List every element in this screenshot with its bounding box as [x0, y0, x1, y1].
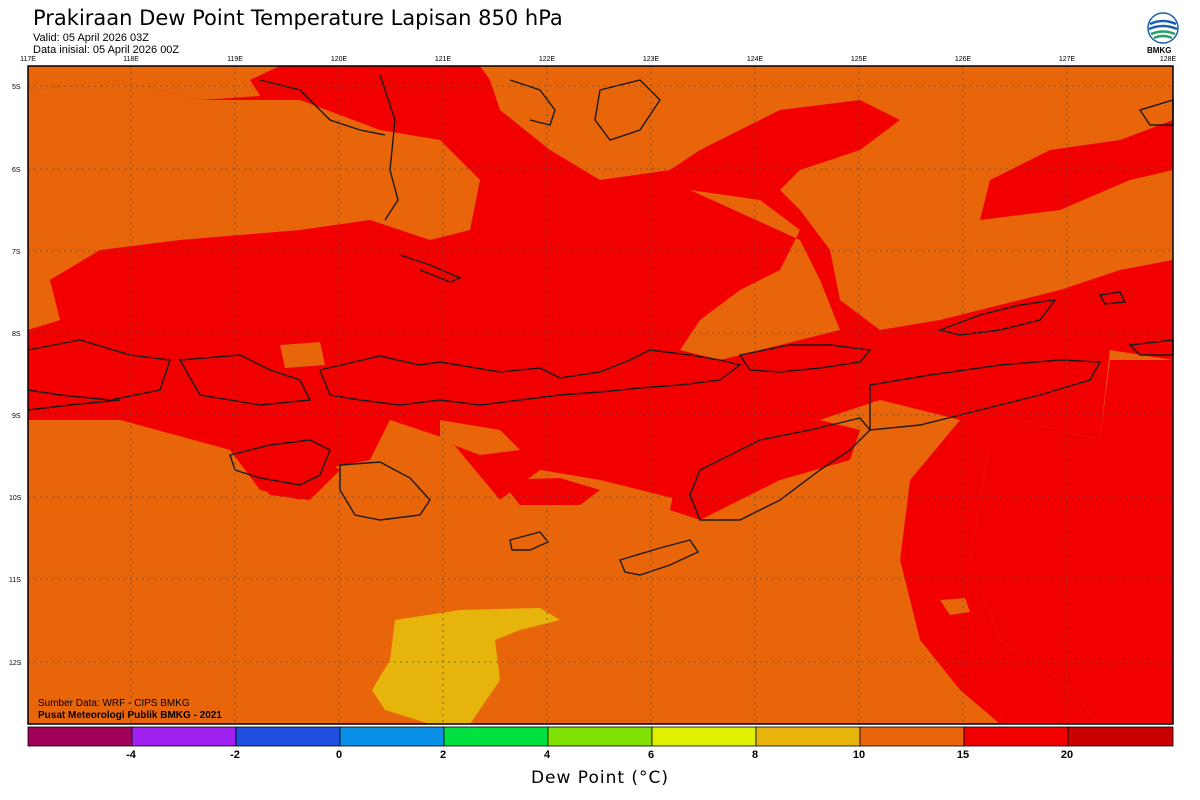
- lon-label-124e: 124E: [747, 56, 764, 63]
- lat-label-12s: 12S: [9, 660, 22, 667]
- lon-label-117e: 117E: [20, 56, 36, 63]
- lat-label-9s: 9S: [12, 413, 21, 420]
- lon-label-123e: 123E: [643, 56, 660, 63]
- graticule: [28, 66, 1173, 724]
- colorbar-bin-5: [547, 726, 653, 747]
- valid-time: Valid: 05 April 2026 03Z: [33, 32, 149, 44]
- publisher-credit: Pusat Meteorologi Publik BMKG - 2021: [38, 710, 222, 721]
- colorbar-bin-9: [963, 726, 1069, 747]
- colorbar-bin-6: [651, 726, 757, 747]
- lon-label-125e: 125E: [851, 56, 868, 63]
- colorbar-bin-2: [235, 726, 341, 747]
- lat-label-8s: 8S: [12, 331, 21, 338]
- colorbar-bin-1: [131, 726, 237, 747]
- colorbar-bin-10: [1067, 726, 1174, 747]
- colorbar-tick-label: 20: [1060, 749, 1074, 761]
- colorbar-bin-8: [859, 726, 965, 747]
- lat-labels: 5S 6S 7S 8S 9S 10S 11S 12S: [9, 84, 22, 667]
- lat-label-5s: 5S: [12, 84, 21, 91]
- lat-label-7s: 7S: [12, 249, 21, 256]
- map-frame: [27, 65, 1174, 725]
- lon-label-128e: 128E: [1160, 56, 1177, 63]
- map-title: Prakiraan Dew Point Temperature Lapisan …: [33, 6, 563, 30]
- colorbar-title: Dew Point (°C): [530, 768, 670, 788]
- lon-label-120e: 120E: [331, 56, 348, 63]
- lat-label-11s: 11S: [9, 577, 21, 584]
- coastlines: [27, 74, 1174, 576]
- colorbar-bin-7: [755, 726, 861, 747]
- colorbar-tick-label: 8: [751, 749, 759, 761]
- colorbar-tick-label: -4: [126, 749, 136, 761]
- lon-label-118e: 118E: [123, 56, 139, 63]
- lon-label-126e: 126E: [955, 56, 972, 63]
- colorbar-bin-0: [27, 726, 133, 747]
- lon-label-121e: 121E: [435, 56, 452, 63]
- field-15-20-south: [230, 360, 1173, 724]
- lat-label-6s: 6S: [12, 167, 21, 174]
- data-source-credit: Sumber Data: WRF - CIPS BMKG: [38, 698, 190, 709]
- lon-label-119e: 119E: [227, 56, 243, 63]
- colorbar-tick-label: 10: [852, 749, 866, 761]
- colorbar-tick-label: -2: [230, 749, 240, 761]
- colorbar-tick-label: 2: [439, 749, 447, 761]
- colorbar-tick-label: 6: [647, 749, 655, 761]
- colorbar: [27, 726, 1174, 747]
- colorbar-tick-label: 4: [543, 749, 551, 761]
- colorbar-tick-label: 0: [335, 749, 343, 761]
- colorbar-tick-label: 15: [956, 749, 970, 761]
- field-8-10: [372, 608, 560, 724]
- lon-label-122e: 122E: [539, 56, 556, 63]
- lat-label-10s: 10S: [9, 495, 22, 502]
- init-time: Data inisial: 05 April 2026 00Z: [33, 44, 180, 56]
- logo-label: BMKG: [1147, 46, 1172, 55]
- colorbar-bin-3: [339, 726, 445, 747]
- colorbar-bin-4: [443, 726, 549, 747]
- bmkg-logo-icon: [1147, 12, 1179, 44]
- lon-labels: 117E 118E 119E 120E 121E 122E 123E 124E …: [20, 56, 1176, 63]
- lon-label-127e: 127E: [1059, 56, 1076, 63]
